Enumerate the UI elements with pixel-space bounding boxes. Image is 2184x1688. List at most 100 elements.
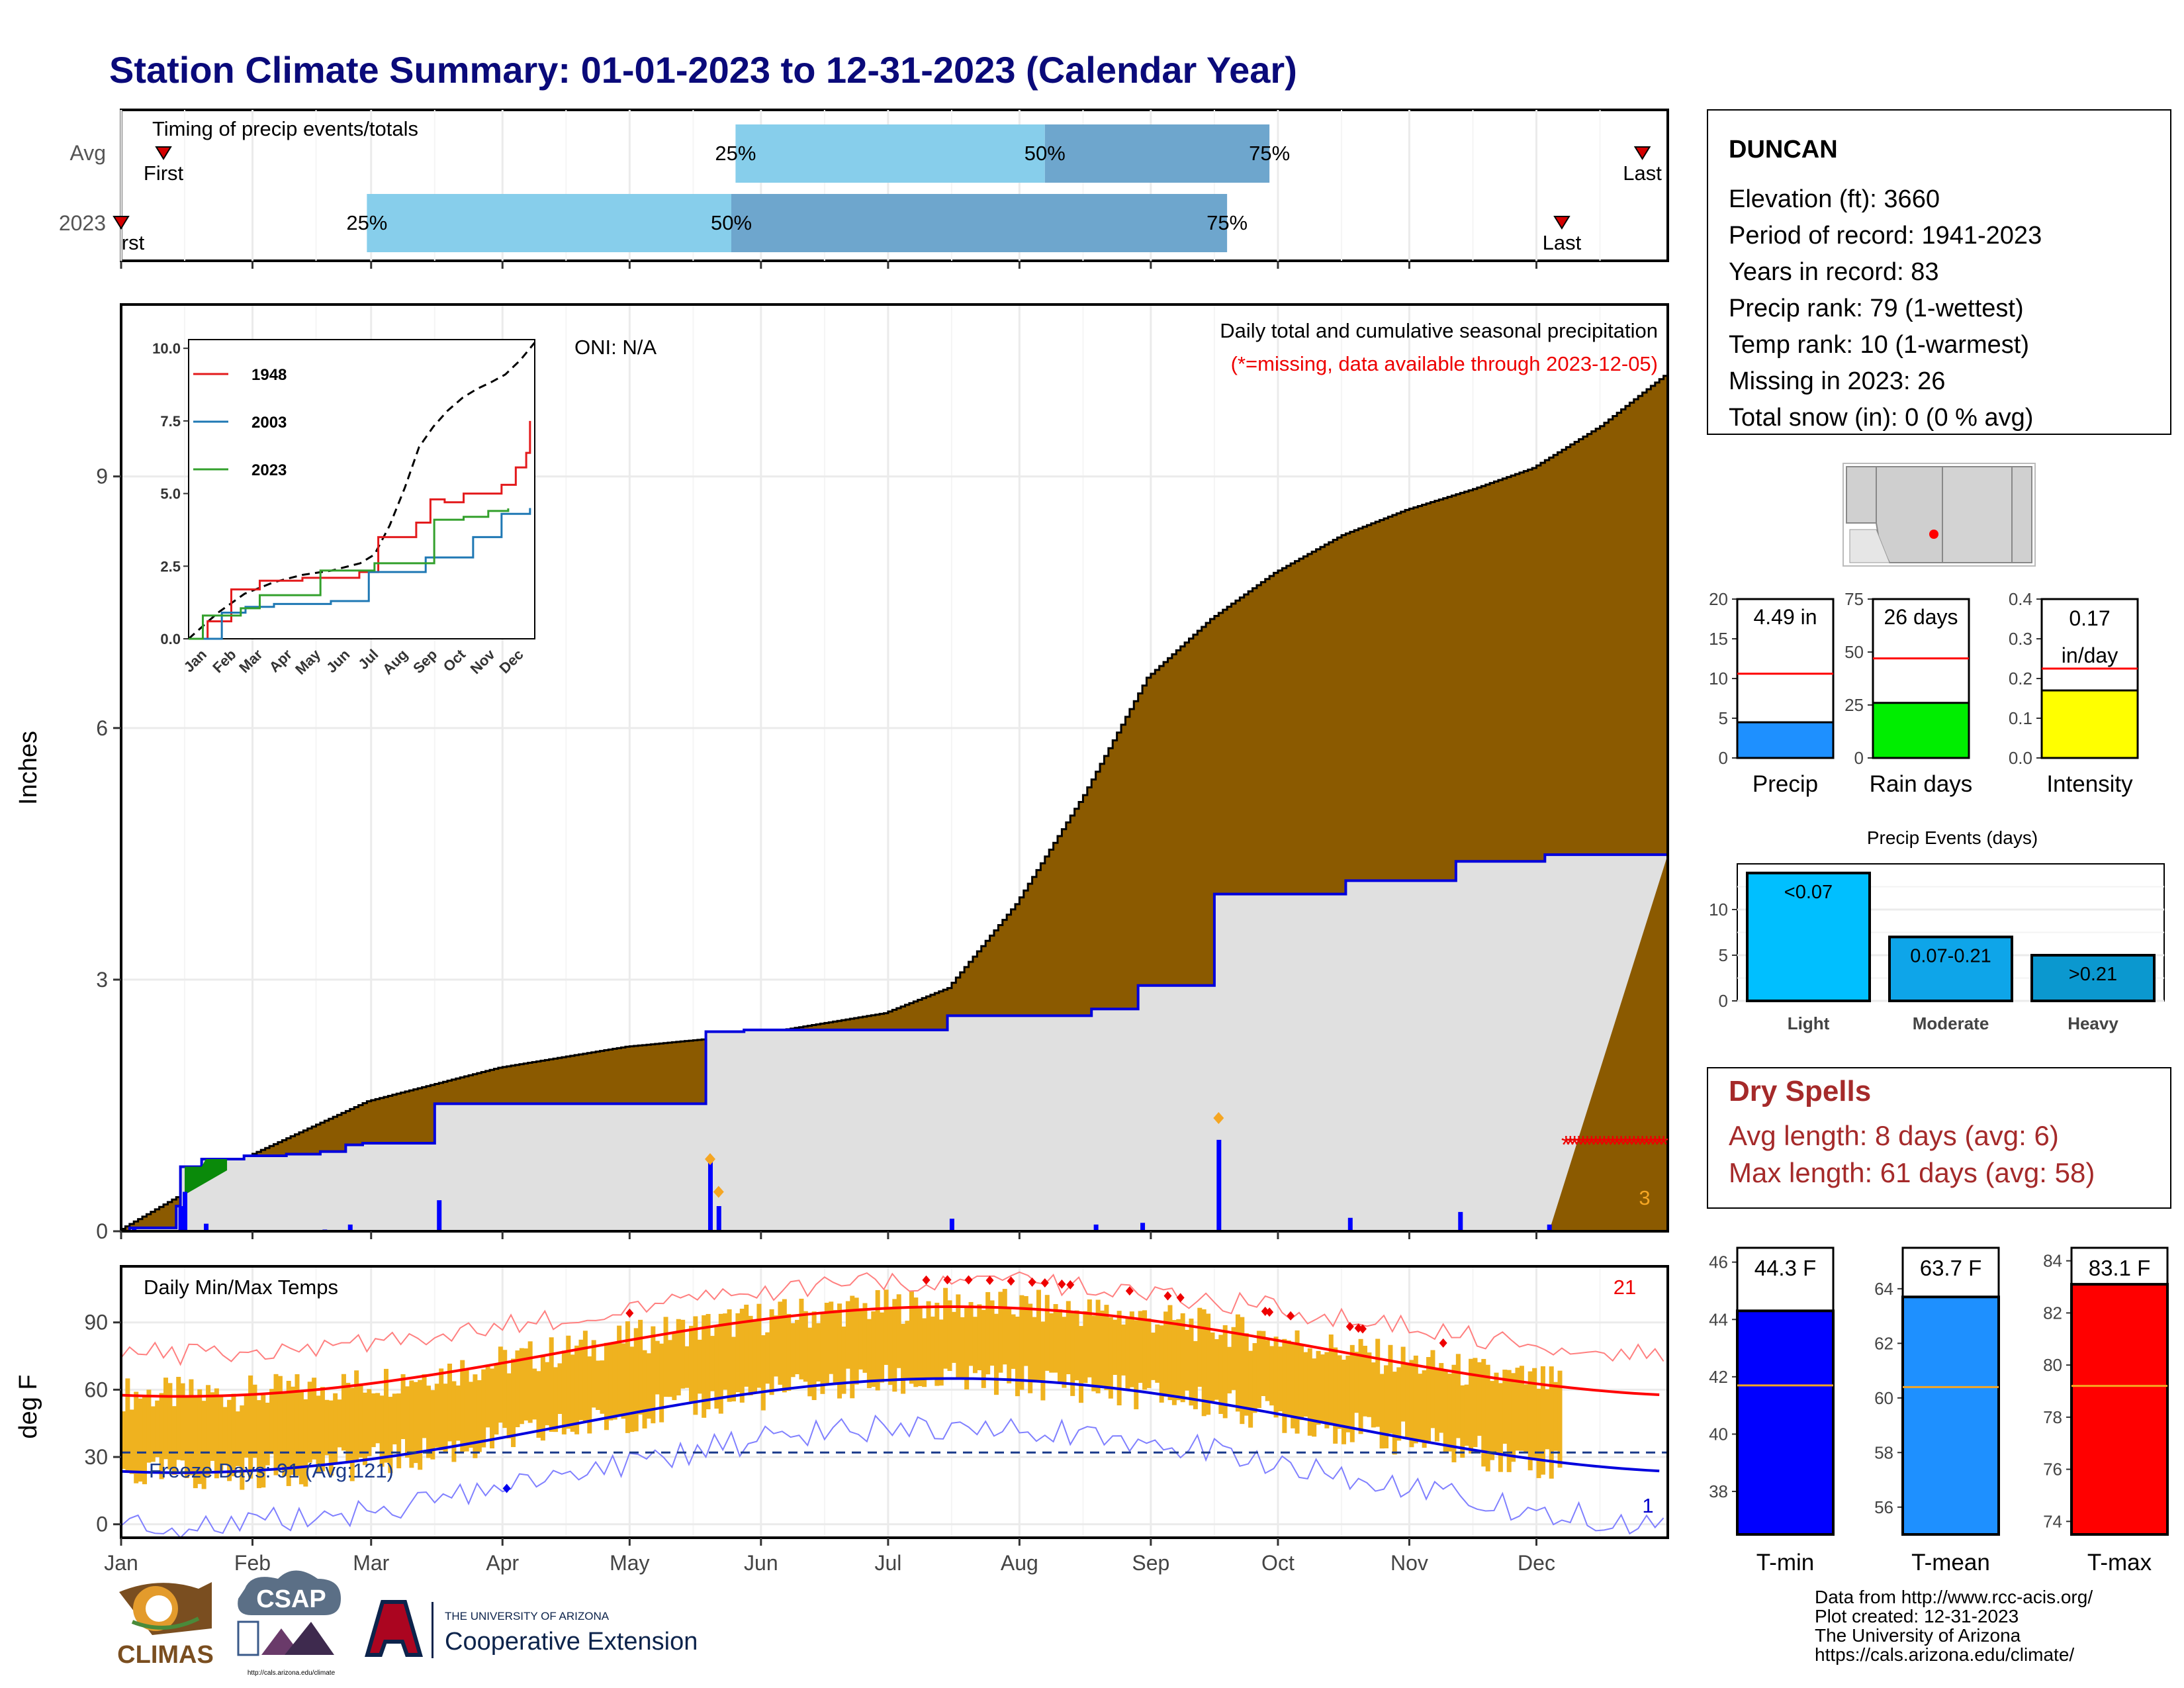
daily-temp-bar <box>570 1354 575 1432</box>
daily-temp-bar <box>608 1343 614 1421</box>
inset-y-tick-label: 5.0 <box>160 486 181 502</box>
daily-temp-bar <box>1053 1304 1058 1373</box>
record-high-marker <box>1265 1307 1274 1317</box>
precip-caption: Daily total and cumulative seasonal prec… <box>1220 319 1658 342</box>
inset-normal-line <box>188 342 536 640</box>
daily-precip-bar <box>1093 1224 1099 1231</box>
daily-temp-bar <box>447 1364 453 1442</box>
credit-line-1: Data from http://www.rcc-acis.org/ <box>1815 1587 2093 1607</box>
daily-temp-bar <box>1197 1307 1203 1387</box>
daily-temp-bar <box>142 1395 148 1485</box>
month-tick-label: Dec <box>1518 1551 1555 1575</box>
daily-temp-bar <box>1058 1309 1063 1383</box>
daily-temp-bar <box>1324 1352 1330 1429</box>
daily-temp-bar <box>993 1313 999 1395</box>
missing-day-marker: * <box>1629 1131 1639 1159</box>
temp-bar-label: T-max <box>2087 1550 2152 1575</box>
daily-precip-bar <box>437 1200 442 1231</box>
daily-precip-bar <box>347 1224 353 1231</box>
record-high-marker <box>1439 1338 1447 1348</box>
daily-temp-bar <box>1532 1368 1537 1460</box>
daily-temp-bar <box>549 1337 554 1432</box>
daily-temp-bar <box>1070 1311 1075 1396</box>
daily-temp-bar <box>1180 1313 1185 1403</box>
daily-temp-bar <box>688 1325 694 1402</box>
daily-temp-bar <box>578 1339 584 1421</box>
csap-wordmark: CSAP <box>256 1585 326 1613</box>
timing-pct-label: 50% <box>711 211 752 234</box>
daily-temp-bar <box>1049 1313 1054 1373</box>
events-y-tick-label: 0 <box>1719 991 1728 1011</box>
daily-temp-bar <box>1498 1383 1503 1472</box>
daily-temp-bar <box>769 1309 774 1395</box>
month-tick-label: Oct <box>1261 1551 1295 1575</box>
daily-temp-bar <box>422 1374 427 1438</box>
events-title: Precip Events (days) <box>1867 827 2038 848</box>
daily-temp-bar <box>502 1350 508 1429</box>
daily-temp-bar <box>1506 1370 1512 1472</box>
daily-temp-bar <box>324 1399 330 1456</box>
inset-year-line <box>189 420 531 640</box>
daily-temp-bar <box>972 1317 978 1374</box>
daily-temp-bar <box>150 1406 156 1462</box>
events-range-label: >0.21 <box>2069 964 2117 985</box>
temp-bar-y-tick-label: 74 <box>2043 1511 2062 1531</box>
daily-temp-bar <box>756 1303 762 1388</box>
temp-bar-fill <box>2070 1283 2169 1536</box>
daily-temp-bar <box>1358 1338 1363 1434</box>
daily-temp-bar <box>1485 1364 1490 1472</box>
daily-temp-bar <box>1218 1335 1224 1414</box>
inset-legend-label: 1948 <box>251 366 287 384</box>
daily-temp-bar <box>515 1350 520 1428</box>
daily-temp-bar <box>388 1397 393 1474</box>
summary-y-tick-label: 75 <box>1844 589 1864 609</box>
summary-y-tick-label: 15 <box>1709 629 1728 649</box>
daily-temp-bar <box>460 1360 465 1452</box>
daily-temp-bar <box>693 1316 698 1415</box>
climas-wordmark: CLIMAS <box>117 1641 214 1669</box>
daily-temp-bar <box>269 1389 275 1454</box>
daily-temp-bar <box>718 1313 723 1414</box>
daily-temp-bar <box>854 1297 859 1385</box>
events-bar-label: Light <box>1788 1013 1830 1033</box>
temp-y-tick-label: 30 <box>84 1445 108 1469</box>
daily-temp-bar <box>884 1289 889 1365</box>
record-high-marker <box>1176 1293 1185 1303</box>
daily-temp-bar <box>248 1375 253 1479</box>
daily-temp-bar <box>214 1388 219 1479</box>
inset-y-tick-label: 10.0 <box>152 340 181 357</box>
daily-temp-bar <box>222 1407 228 1464</box>
temp-label: Daily Min/Max Temps <box>144 1276 338 1299</box>
daily-temp-bar <box>659 1343 664 1423</box>
timing-pct-label: 50% <box>1024 142 1066 165</box>
summary-value-label: 26 days <box>1884 605 1958 629</box>
temp-bar-y-tick-label: 82 <box>2043 1303 2062 1323</box>
dry-spells-max: Max length: 61 days (avg: 58) <box>1729 1157 2095 1188</box>
daily-precip-bar <box>707 1159 713 1231</box>
daily-temp-bar <box>612 1342 617 1420</box>
daily-temp-bar <box>596 1360 601 1410</box>
record-high-marker <box>1359 1324 1367 1334</box>
missing-day-marker: * <box>1616 1131 1626 1159</box>
inset-legend-label: 2003 <box>251 414 287 432</box>
temp-bar-label: T-mean <box>1911 1550 1990 1575</box>
daily-temp-bar <box>227 1399 232 1481</box>
daily-temp-bar <box>354 1370 359 1460</box>
daily-temp-bar <box>790 1323 796 1378</box>
daily-temp-bar <box>977 1304 982 1370</box>
timing-pct-label: 75% <box>1249 142 1290 165</box>
daily-temp-bar <box>1409 1360 1414 1448</box>
daily-temp-bar <box>1201 1309 1206 1417</box>
daily-temp-bar <box>934 1303 940 1386</box>
timing-pct-label: 25% <box>715 142 756 165</box>
daily-temp-bar <box>1392 1372 1397 1455</box>
daily-temp-bar <box>1159 1325 1164 1403</box>
daily-temp-bar <box>256 1400 261 1489</box>
daily-temp-bar <box>926 1301 931 1380</box>
daily-temp-bar <box>1303 1352 1308 1417</box>
daily-temp-bar <box>968 1301 974 1366</box>
timing-marker <box>113 216 130 230</box>
record-high-marker <box>625 1308 634 1318</box>
station-elevation: Elevation (ft): 3660 <box>1729 185 1940 213</box>
daily-temp-bar <box>1511 1373 1516 1462</box>
